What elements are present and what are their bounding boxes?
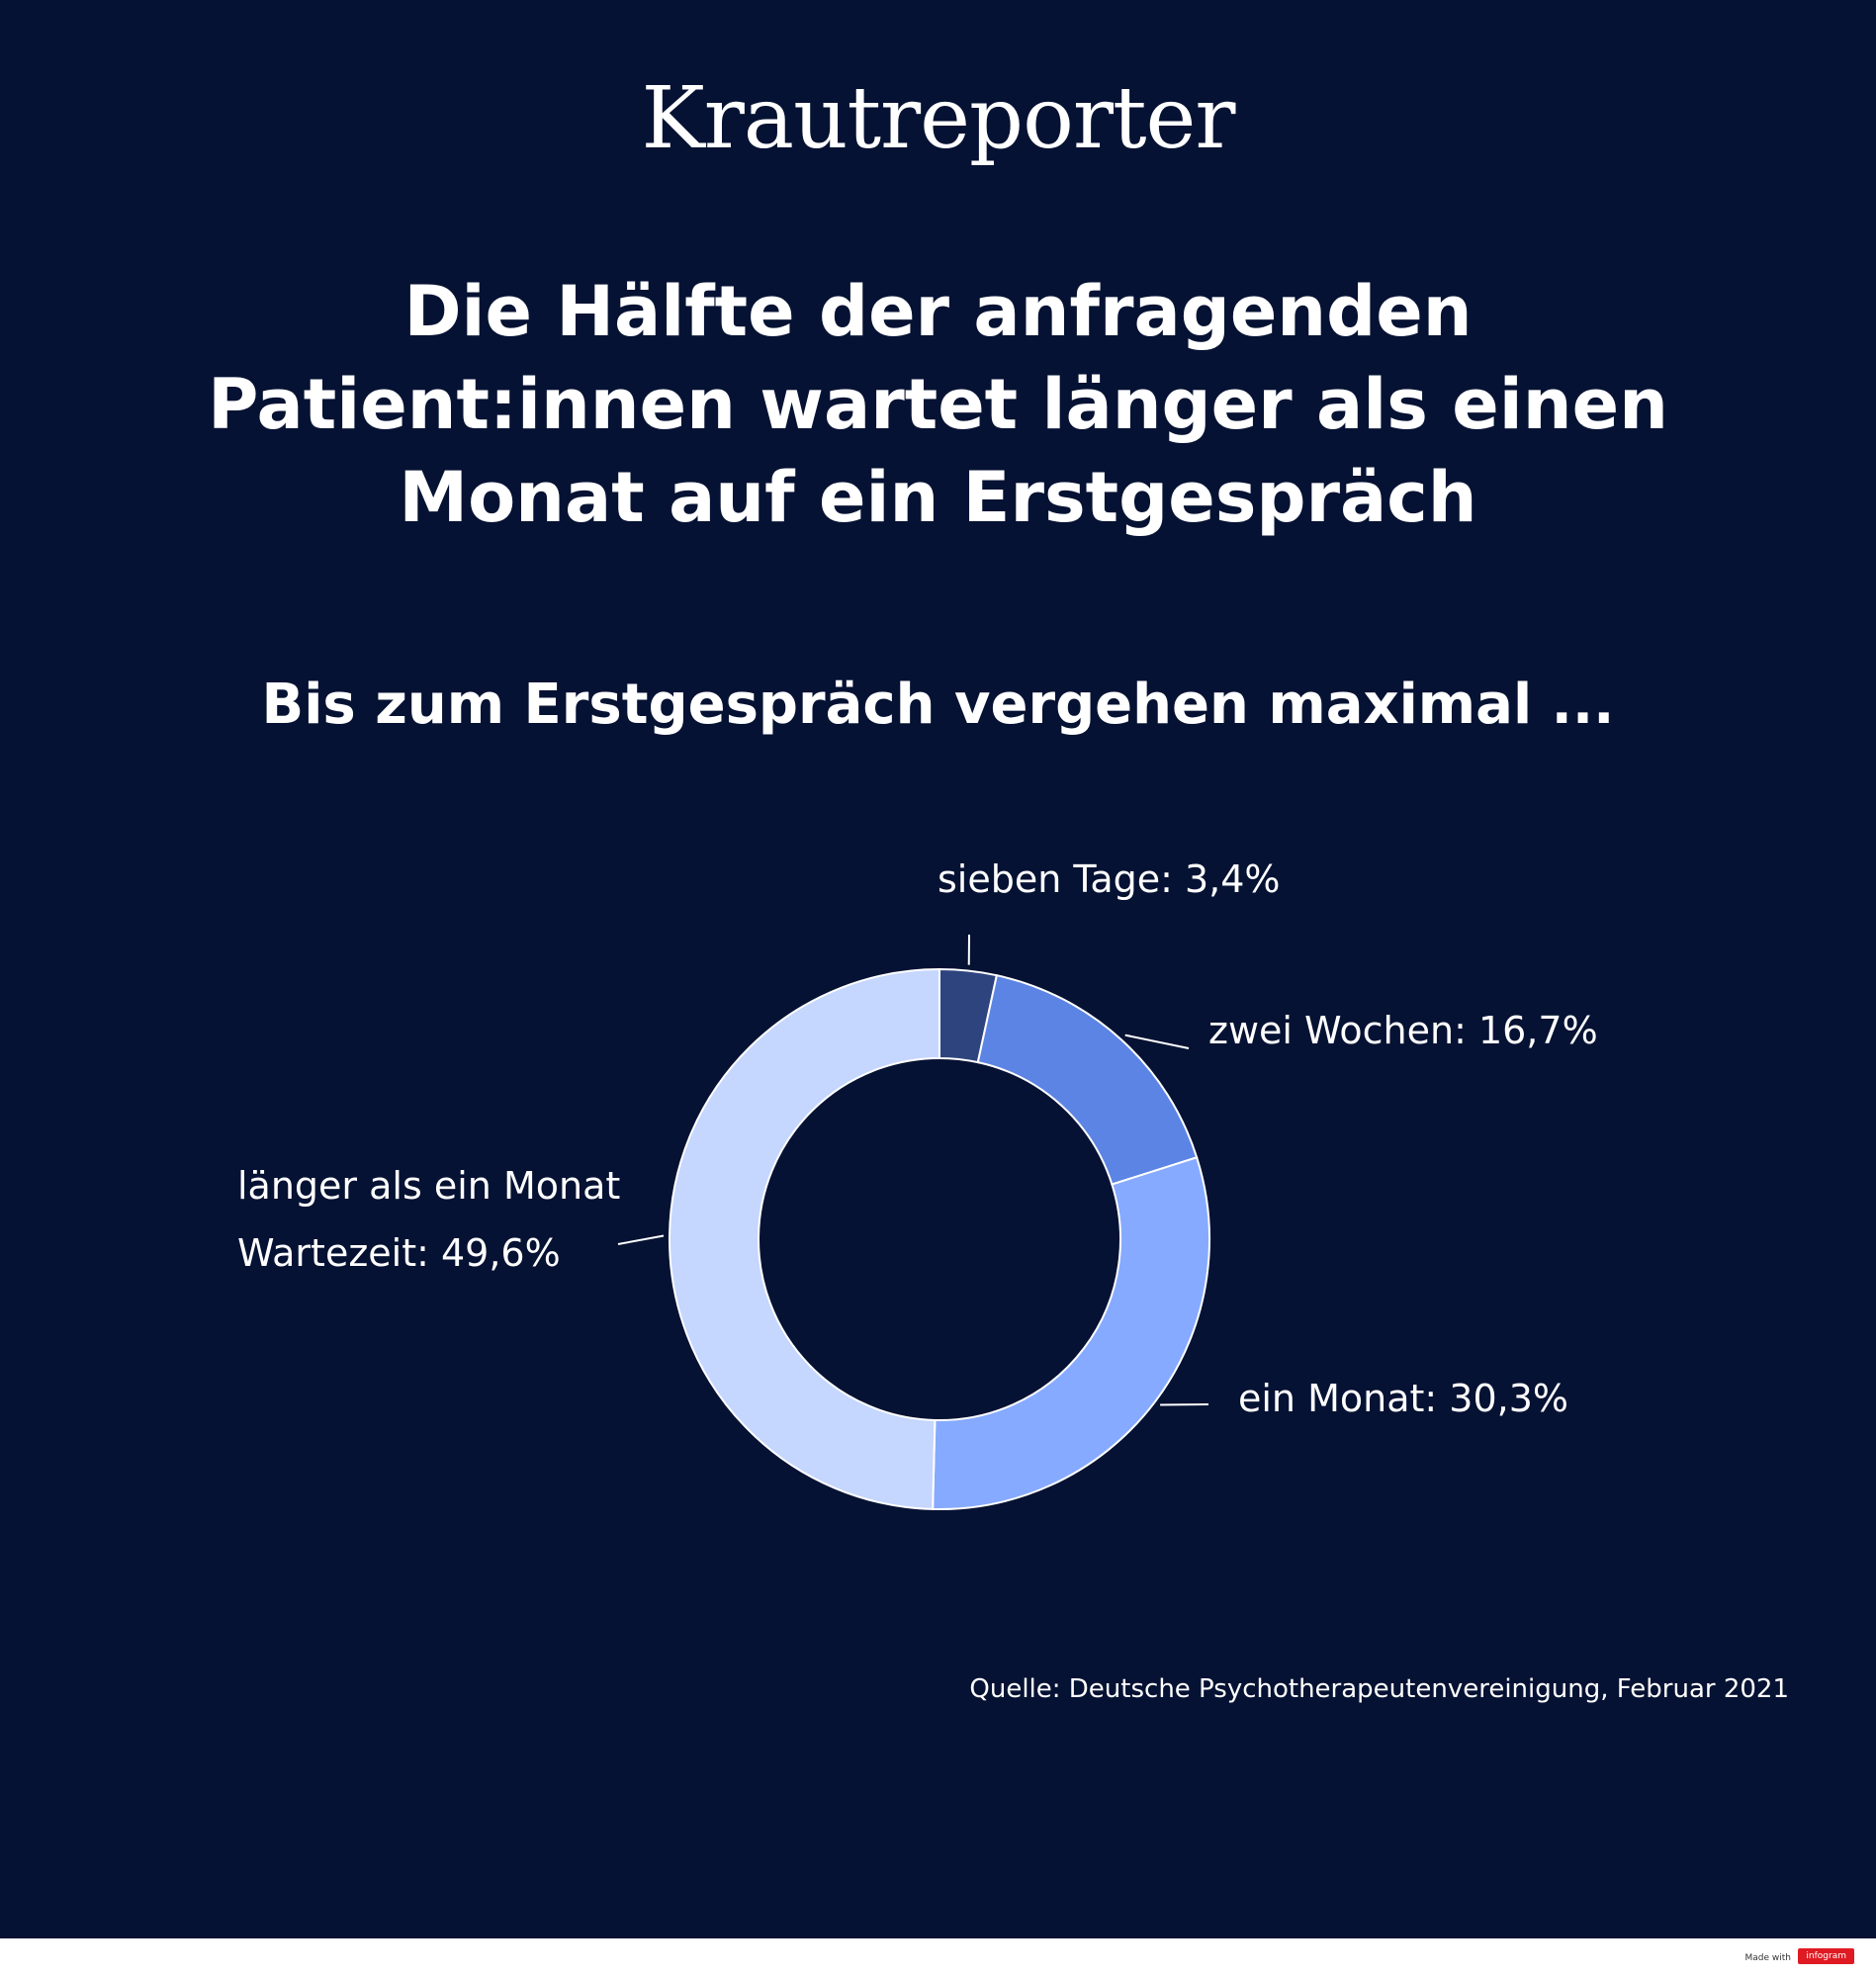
source-note: Quelle: Deutsche Psychotherapeutenverein… (969, 1674, 1789, 1704)
leader-line-zwei-wochen (1124, 1034, 1190, 1049)
donut-slice-zwei-wochen (976, 974, 1199, 1186)
infographic-canvas: Krautreporter Die Hälfte der anfragenden… (0, 0, 1876, 1938)
donut-slice-laenger-als-ein-monat (669, 967, 940, 1510)
made-with-text: Made with (1744, 1953, 1792, 1963)
data-label-line: länger als ein Monat (237, 1164, 620, 1208)
donut-slice-ein-monat (932, 1156, 1210, 1510)
infogram-badge[interactable]: infogram (1798, 1948, 1854, 1964)
data-label-ein-monat: ein Monat: 30,3% (1238, 1377, 1568, 1420)
leader-line-ein-monat (1160, 1403, 1209, 1406)
leader-line-laenger-als-ein-monat (617, 1234, 665, 1245)
chart-subtitle: Bis zum Erstgespräch vergehen maximal ..… (261, 673, 1615, 737)
data-label-line: Wartezeit: 49,6% (237, 1231, 561, 1275)
data-label-line: zwei Wochen: 16,7% (1208, 1009, 1598, 1052)
donut-chart: sieben Tage: 3,4% zwei Wochen: 16,7% ein M… (237, 857, 1598, 1510)
data-label-zwei-wochen: zwei Wochen: 16,7% (1208, 1009, 1598, 1052)
brand-logo: Krautreporter (641, 69, 1235, 168)
headline: Die Hälfte der anfragenden Patient:innen… (208, 271, 1668, 538)
data-label-line: ein Monat: 30,3% (1238, 1377, 1568, 1420)
data-label-sieben-tage: sieben Tage: 3,4% (938, 857, 1281, 901)
data-label-line: sieben Tage: 3,4% (938, 857, 1281, 901)
footer-bar: Made with infogram (0, 1938, 1876, 1978)
data-label-laenger-als-ein-monat: länger als ein Monat Wartezeit: 49,6% (237, 1164, 620, 1275)
